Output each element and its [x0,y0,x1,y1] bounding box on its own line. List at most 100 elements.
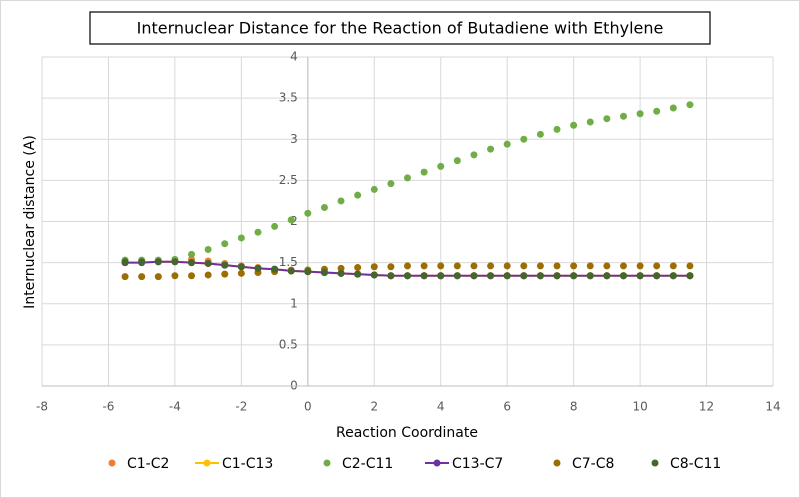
data-point [138,273,146,281]
data-point [437,262,445,270]
legend-marker [433,459,441,467]
x-tick-label: 6 [503,400,511,414]
data-point [387,180,395,188]
data-point [619,262,627,270]
data-point [121,273,129,281]
data-point [337,269,345,277]
data-point [221,261,229,269]
data-point [138,258,146,266]
data-point [586,118,594,126]
title-box [89,11,711,45]
legend-label: C8-C11 [670,456,721,472]
x-tick-label: 4 [437,400,445,414]
data-point [254,228,262,236]
data-point [204,259,212,267]
data-point [237,269,245,277]
data-point [503,262,511,270]
data-point [171,272,179,280]
data-point [271,222,279,230]
legend-label: C7-C8 [572,456,614,472]
grid: -8-6-4-20246810121400.511.522.533.54 [36,50,781,414]
data-point [603,272,611,280]
legend: C1-C2 C1-C13 C2-C11 C13-C7 C7-C8 C8-C11 [108,456,721,472]
data-point [404,262,411,270]
data-point [437,272,445,280]
data-point [320,268,328,276]
x-axis-label: Reaction Coordinate [336,425,478,441]
data-point [686,262,694,270]
y-tick-label: 3 [290,132,298,146]
data-point [237,263,245,271]
data-point [487,145,495,153]
data-point [420,262,428,270]
legend-marker [553,459,561,467]
data-point [121,258,129,266]
data-point [188,259,196,267]
data-point [503,272,511,280]
x-tick-label: 10 [632,400,647,414]
data-point [653,107,661,115]
y-tick-label: 1 [290,296,298,310]
data-point [586,272,594,280]
data-point [370,185,378,193]
plot-area [121,101,694,281]
data-point [304,268,312,276]
data-point [254,264,262,272]
data-point [204,245,212,253]
data-point [520,272,528,280]
data-point [470,262,478,270]
data-point [420,168,428,176]
data-point [686,272,694,280]
y-tick-label: 0.5 [279,337,298,351]
data-point [337,264,345,272]
data-point [221,270,229,278]
legend-label: C1-C13 [222,456,273,472]
data-point [188,250,196,258]
legend-marker [203,459,211,467]
data-point [520,135,528,143]
x-tick-label: 14 [765,400,780,414]
data-point [453,262,461,270]
x-tick-label: -6 [102,400,114,414]
data-point [553,272,561,280]
data-point [586,262,594,270]
data-point [287,267,295,275]
data-point [669,262,677,270]
data-point [304,209,312,217]
data-point [354,191,362,199]
data-point [470,151,478,159]
data-point [570,272,578,280]
x-tick-label: -8 [36,400,48,414]
y-tick-label: 2.5 [279,173,298,187]
data-point [669,272,677,280]
data-point [354,264,362,272]
y-tick-label: 3.5 [279,91,298,105]
y-axis-label: Internuclear distance (A) [22,135,38,309]
data-point [154,273,162,281]
data-point [387,272,395,280]
x-tick-label: -4 [169,400,181,414]
y-tick-label: 4 [290,50,298,64]
data-point [453,157,461,165]
data-point [653,262,661,270]
data-point [553,125,561,133]
data-point [520,262,528,270]
data-point [636,110,644,118]
legend-marker [651,459,659,467]
data-point [503,140,511,148]
data-point [536,130,544,138]
legend-marker [323,459,331,467]
data-point [171,258,179,266]
x-tick-label: 2 [370,400,378,414]
legend-label: C13-C7 [452,456,503,472]
legend-label: C2-C11 [342,456,393,472]
x-tick-label: 0 [304,400,312,414]
data-point [354,270,362,278]
x-tick-label: 12 [699,400,714,414]
data-point [337,197,345,205]
data-point [570,121,578,129]
data-point [570,262,578,270]
data-point [536,272,544,280]
data-point [636,272,644,280]
